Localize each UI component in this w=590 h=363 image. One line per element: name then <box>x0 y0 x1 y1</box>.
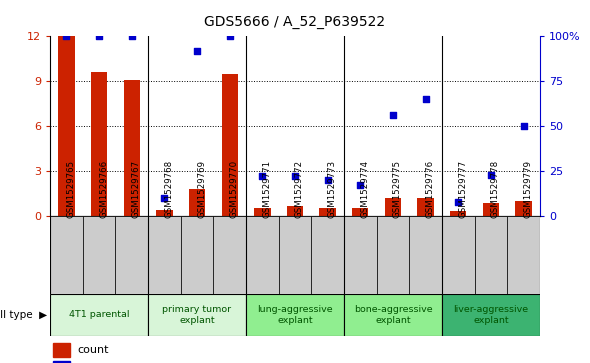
Text: GSM1529766: GSM1529766 <box>99 160 108 218</box>
Text: GSM1529765: GSM1529765 <box>67 160 76 218</box>
Bar <box>385 198 401 216</box>
Bar <box>287 205 303 216</box>
Text: liver-aggressive
explant: liver-aggressive explant <box>453 305 529 325</box>
Bar <box>214 216 246 294</box>
Point <box>421 96 430 102</box>
Bar <box>181 216 214 294</box>
Bar <box>116 216 148 294</box>
Point <box>388 113 398 118</box>
Point <box>192 48 202 54</box>
Bar <box>442 294 540 336</box>
Bar <box>352 208 368 216</box>
Bar <box>50 294 148 336</box>
Bar <box>148 294 246 336</box>
Bar <box>409 216 442 294</box>
Bar <box>474 216 507 294</box>
Text: GSM1529773: GSM1529773 <box>327 160 337 218</box>
Text: GSM1529771: GSM1529771 <box>263 160 271 218</box>
Text: GSM1529774: GSM1529774 <box>360 160 369 218</box>
Point <box>225 33 234 39</box>
Bar <box>442 216 474 294</box>
Text: GSM1529769: GSM1529769 <box>197 160 206 218</box>
Bar <box>344 294 442 336</box>
Point <box>519 123 528 129</box>
Point <box>258 174 267 179</box>
Bar <box>83 216 116 294</box>
Text: cell type  ▶: cell type ▶ <box>0 310 47 320</box>
Bar <box>189 189 205 216</box>
Bar <box>507 216 540 294</box>
Bar <box>91 72 107 216</box>
Bar <box>344 216 376 294</box>
Bar <box>254 208 270 216</box>
Bar <box>246 294 344 336</box>
Bar <box>278 216 312 294</box>
Text: GSM1529772: GSM1529772 <box>295 160 304 218</box>
Text: GSM1529768: GSM1529768 <box>165 160 173 218</box>
Point <box>127 33 136 39</box>
Bar <box>450 212 467 216</box>
Text: GSM1529777: GSM1529777 <box>458 160 467 218</box>
Text: 4T1 parental: 4T1 parental <box>69 310 129 319</box>
Bar <box>246 216 278 294</box>
Text: bone-aggressive
explant: bone-aggressive explant <box>353 305 432 325</box>
Point <box>160 195 169 201</box>
Point <box>62 33 71 39</box>
Text: primary tumor
explant: primary tumor explant <box>162 305 232 325</box>
Bar <box>516 201 532 216</box>
Text: GSM1529778: GSM1529778 <box>491 160 500 218</box>
Text: GSM1529770: GSM1529770 <box>230 160 239 218</box>
Bar <box>320 208 336 216</box>
Bar <box>58 36 74 216</box>
Point <box>454 199 463 204</box>
Text: lung-aggressive
explant: lung-aggressive explant <box>257 305 333 325</box>
Point <box>356 183 365 188</box>
Point <box>323 177 332 183</box>
Bar <box>156 210 172 216</box>
Bar <box>148 216 181 294</box>
Point <box>486 172 496 178</box>
Point <box>290 174 300 179</box>
Text: count: count <box>77 345 109 355</box>
Bar <box>222 74 238 216</box>
Bar <box>50 216 83 294</box>
Bar <box>418 198 434 216</box>
Text: GSM1529775: GSM1529775 <box>393 160 402 218</box>
Bar <box>53 361 70 363</box>
Bar <box>53 343 70 357</box>
Text: GDS5666 / A_52_P639522: GDS5666 / A_52_P639522 <box>205 15 385 29</box>
Text: GSM1529767: GSM1529767 <box>132 160 141 218</box>
Text: GSM1529779: GSM1529779 <box>523 160 533 218</box>
Bar <box>376 216 409 294</box>
Point <box>94 33 104 39</box>
Bar <box>483 203 499 216</box>
Text: GSM1529776: GSM1529776 <box>425 160 435 218</box>
Bar <box>124 80 140 216</box>
Bar <box>312 216 344 294</box>
